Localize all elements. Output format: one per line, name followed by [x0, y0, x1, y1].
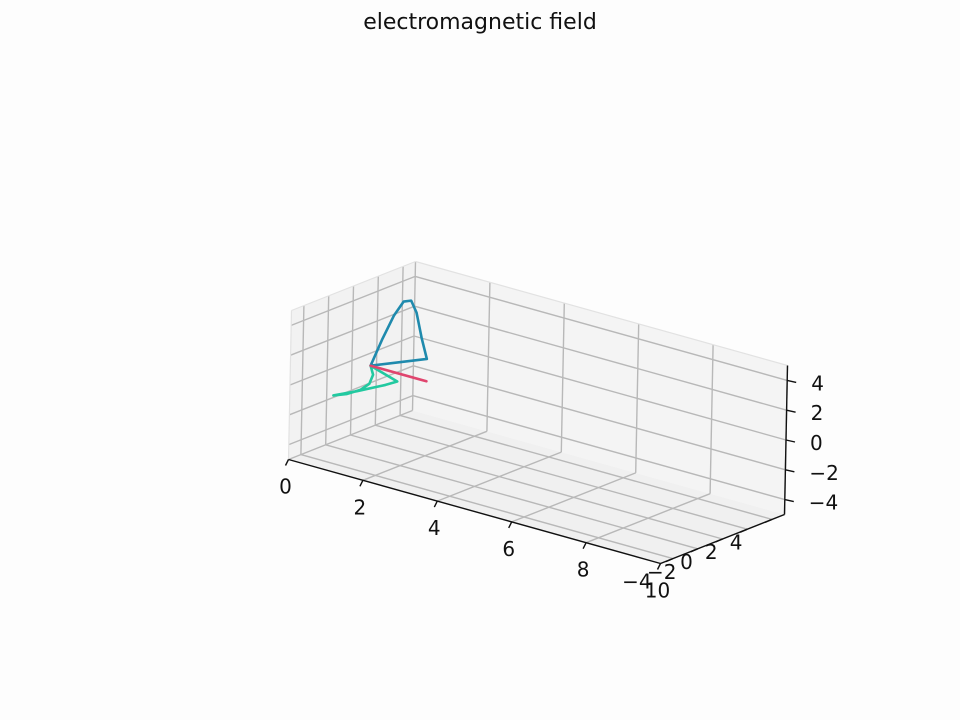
- series-line-2: [332, 364, 399, 397]
- z-tick-label: 4: [811, 371, 824, 395]
- grid-line: [399, 414, 773, 521]
- grid-line: [300, 453, 674, 560]
- x-tick-mark: [359, 479, 364, 487]
- z-tick-label: 0: [810, 431, 823, 455]
- y-tick-label: −2: [647, 560, 676, 584]
- y-tick-label: 2: [705, 540, 718, 564]
- grid-line: [375, 424, 748, 530]
- x-tick-label: 0: [279, 475, 292, 499]
- pane-edge: [287, 310, 293, 460]
- grid-line: [413, 365, 786, 471]
- grid-line: [289, 335, 415, 386]
- grid-line: [289, 365, 414, 416]
- data-series: [332, 299, 429, 397]
- y-tick-mark: [665, 557, 674, 563]
- y-tick-label: −4: [622, 570, 651, 594]
- z-tick-mark: [785, 439, 796, 443]
- grid-line: [325, 444, 698, 550]
- x-tick-mark: [582, 542, 587, 550]
- chart-title: electromagnetic field: [363, 10, 597, 35]
- z-tick-label: 2: [811, 401, 824, 425]
- y-tick-mark: [715, 538, 723, 543]
- x-tick-label: 2: [354, 495, 367, 519]
- x-tick-label: 8: [577, 558, 590, 582]
- z-tick-mark: [785, 469, 795, 473]
- grid-line: [413, 335, 787, 441]
- grid-line: [412, 394, 785, 501]
- x-tick-mark: [284, 459, 290, 466]
- grid-lines: [288, 261, 789, 565]
- x-tick-label: 6: [502, 537, 515, 561]
- grid-line: [288, 394, 414, 446]
- series-line-1: [369, 299, 429, 368]
- x-tick-mark: [508, 521, 513, 529]
- z-tick-mark: [784, 498, 794, 503]
- grid-line: [350, 434, 723, 540]
- pane-edge: [415, 260, 788, 367]
- x-tick-label: 10: [645, 579, 670, 603]
- z-tick-mark: [787, 379, 797, 384]
- tick-marks: [284, 379, 797, 570]
- y-tick-mark: [764, 518, 773, 524]
- pane-edge: [291, 260, 416, 312]
- z-tick-mark: [786, 409, 796, 413]
- x-tick-label: 4: [428, 516, 441, 540]
- y-tick-mark: [690, 548, 698, 553]
- y-tick-label: 4: [730, 530, 743, 554]
- series-line-3: [369, 364, 428, 383]
- y-tick-label: 0: [680, 550, 693, 574]
- grid-line: [290, 275, 416, 327]
- grid-line: [415, 275, 788, 382]
- x-tick-mark: [656, 563, 662, 570]
- x-tick-mark: [433, 500, 438, 508]
- x-axis-line: [288, 458, 661, 565]
- y-tick-mark: [740, 528, 748, 533]
- grid-line: [414, 305, 787, 411]
- z-tick-label: −4: [809, 491, 838, 515]
- z-tick-label: −2: [809, 461, 838, 485]
